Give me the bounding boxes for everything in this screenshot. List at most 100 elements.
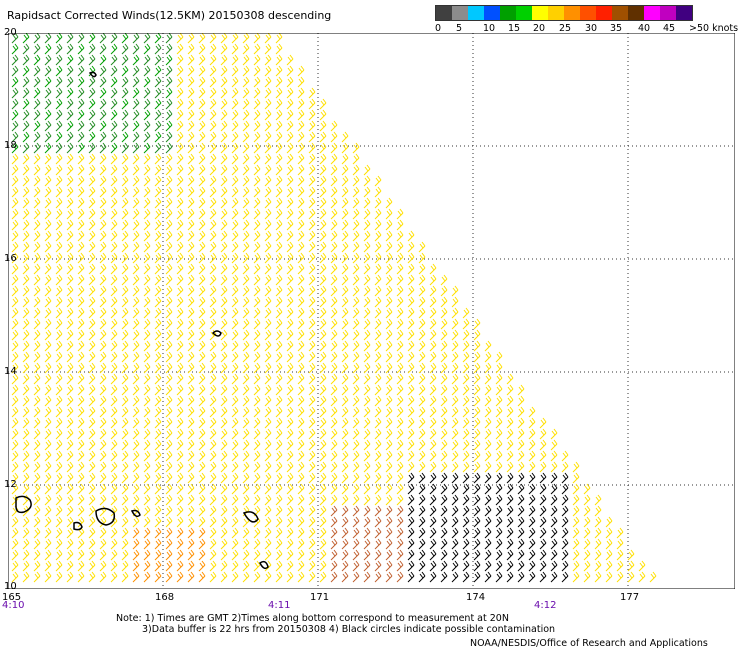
wind-barb	[55, 340, 63, 352]
wind-barb	[55, 109, 63, 121]
wind-barb	[231, 406, 239, 418]
wind-barb	[341, 549, 349, 561]
wind-barb	[143, 142, 151, 154]
wind-barb	[11, 109, 19, 121]
wind-barb	[33, 142, 41, 154]
wind-barb	[99, 472, 107, 484]
wind-barb	[341, 340, 349, 352]
wind-barb	[220, 549, 228, 561]
wind-barb	[11, 241, 19, 253]
wind-barb	[132, 494, 140, 506]
wind-barb	[341, 560, 349, 572]
wind-barb	[429, 538, 437, 550]
wind-barb	[275, 98, 283, 110]
wind-barb	[275, 516, 283, 528]
wind-barb	[44, 472, 52, 484]
wind-barb	[187, 428, 195, 440]
wind-barb	[407, 472, 415, 484]
wind-barb	[264, 450, 272, 462]
wind-barb	[396, 219, 404, 231]
wind-barb	[429, 417, 437, 429]
wind-barb	[385, 307, 393, 319]
wind-barb	[66, 164, 74, 176]
wind-barb	[55, 571, 63, 583]
wind-barb	[352, 384, 360, 396]
wind-barb	[319, 263, 327, 275]
wind-barb	[88, 461, 96, 473]
wind-barb	[88, 109, 96, 121]
wind-barb	[55, 274, 63, 286]
wind-barb	[319, 153, 327, 165]
wind-barb	[88, 329, 96, 341]
wind-barb	[99, 318, 107, 330]
wind-barb	[297, 549, 305, 561]
wind-barb	[198, 241, 206, 253]
wind-barb	[121, 329, 129, 341]
wind-barb	[440, 461, 448, 473]
wind-barb	[220, 395, 228, 407]
wind-barb	[77, 98, 85, 110]
wind-barb	[418, 395, 426, 407]
wind-barb	[99, 33, 107, 44]
wind-barb	[506, 439, 514, 451]
wind-barb	[143, 76, 151, 88]
wind-barb	[132, 87, 140, 99]
wind-barb	[99, 373, 107, 385]
wind-barb	[352, 395, 360, 407]
wind-barb	[517, 428, 525, 440]
wind-barb	[506, 417, 514, 429]
wind-barb	[385, 252, 393, 264]
wind-barb	[242, 33, 250, 44]
wind-barb	[110, 428, 118, 440]
wind-barb	[418, 406, 426, 418]
wind-barb	[198, 351, 206, 363]
wind-barb	[374, 516, 382, 528]
wind-barb	[187, 472, 195, 484]
wind-barb	[154, 340, 162, 352]
wind-barb	[110, 98, 118, 110]
wind-barb	[44, 43, 52, 55]
wind-barb	[132, 373, 140, 385]
wind-barb	[231, 318, 239, 330]
wind-barb	[88, 252, 96, 264]
wind-barb	[253, 340, 261, 352]
wind-barb	[352, 241, 360, 253]
wind-barb	[11, 76, 19, 88]
wind-barb	[77, 54, 85, 66]
wind-barb	[297, 571, 305, 583]
wind-barb	[154, 439, 162, 451]
wind-barb	[33, 230, 41, 242]
wind-barb	[165, 505, 173, 517]
wind-barb	[88, 43, 96, 55]
wind-barb	[517, 538, 525, 550]
wind-barb	[264, 340, 272, 352]
wind-barb	[220, 230, 228, 242]
wind-barb	[253, 175, 261, 187]
wind-barb	[330, 208, 338, 220]
wind-barb	[286, 516, 294, 528]
wind-barb	[187, 197, 195, 209]
wind-barb	[330, 384, 338, 396]
wind-barb	[220, 33, 228, 44]
wind-barb	[11, 219, 19, 231]
wind-barb	[66, 351, 74, 363]
wind-barb	[242, 571, 250, 583]
wind-barb	[209, 527, 217, 539]
wind-barb	[385, 318, 393, 330]
wind-barb	[506, 472, 514, 484]
wind-barb	[528, 571, 536, 583]
wind-barb	[66, 571, 74, 583]
wind-barb	[319, 340, 327, 352]
wind-barb	[528, 417, 536, 429]
wind-barb	[44, 384, 52, 396]
wind-barb	[176, 120, 184, 132]
wind-barb	[121, 43, 129, 55]
wind-barb	[99, 439, 107, 451]
wind-barb	[253, 285, 261, 297]
wind-barb	[44, 186, 52, 198]
wind-barb	[231, 307, 239, 319]
wind-barb	[44, 417, 52, 429]
wind-barb	[429, 340, 437, 352]
time-label: 4:11	[268, 600, 291, 611]
wind-barb	[275, 87, 283, 99]
